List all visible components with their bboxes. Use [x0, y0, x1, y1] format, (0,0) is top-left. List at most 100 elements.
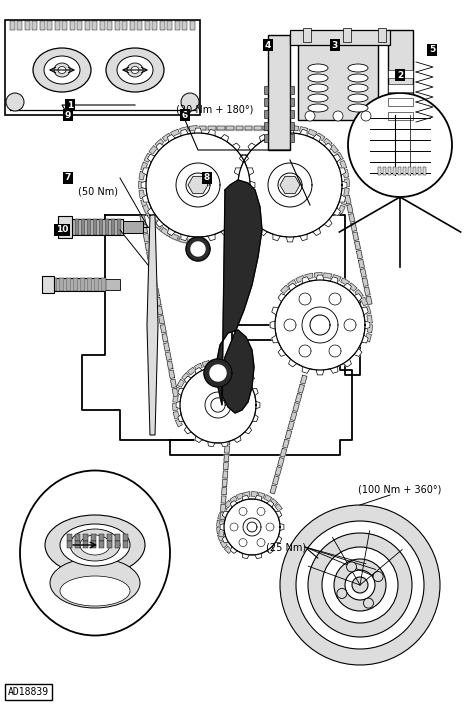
Polygon shape — [148, 261, 154, 269]
Polygon shape — [283, 178, 297, 192]
Polygon shape — [208, 125, 216, 130]
Polygon shape — [140, 215, 146, 223]
Polygon shape — [145, 243, 151, 251]
Polygon shape — [367, 325, 372, 333]
Polygon shape — [244, 492, 250, 497]
Ellipse shape — [131, 66, 139, 73]
Bar — [70, 21, 75, 30]
Polygon shape — [226, 421, 231, 428]
Polygon shape — [82, 215, 360, 455]
Polygon shape — [365, 306, 371, 314]
Bar — [298, 35, 378, 120]
Bar — [388, 98, 413, 106]
Polygon shape — [160, 324, 166, 333]
Bar — [123, 541, 128, 548]
Bar — [378, 167, 381, 175]
Polygon shape — [154, 288, 159, 297]
Polygon shape — [225, 546, 232, 553]
Polygon shape — [266, 523, 274, 531]
Bar — [388, 70, 413, 78]
Bar — [73, 278, 78, 291]
Bar — [25, 21, 30, 30]
Polygon shape — [355, 290, 363, 298]
Polygon shape — [228, 396, 233, 403]
Bar — [388, 84, 413, 92]
Bar — [160, 21, 165, 30]
Bar — [69, 219, 73, 235]
Polygon shape — [191, 178, 205, 192]
Polygon shape — [186, 173, 210, 197]
Bar — [290, 110, 294, 118]
Bar — [107, 541, 112, 548]
Polygon shape — [273, 125, 280, 130]
Polygon shape — [191, 242, 205, 256]
Bar — [290, 30, 390, 45]
Circle shape — [346, 562, 356, 572]
Polygon shape — [329, 345, 341, 357]
Circle shape — [333, 111, 343, 121]
Bar — [58, 219, 123, 235]
Bar — [99, 219, 103, 235]
Polygon shape — [189, 176, 207, 194]
Polygon shape — [278, 458, 284, 467]
Polygon shape — [366, 296, 372, 305]
Ellipse shape — [348, 84, 368, 92]
Polygon shape — [186, 237, 210, 261]
Bar — [59, 278, 64, 291]
Bar — [105, 219, 109, 235]
Text: (20 Nm + 180°): (20 Nm + 180°) — [176, 105, 254, 115]
Bar — [388, 112, 413, 120]
Polygon shape — [163, 133, 171, 141]
Ellipse shape — [50, 558, 140, 608]
Circle shape — [361, 111, 371, 121]
Polygon shape — [176, 363, 260, 447]
Ellipse shape — [308, 74, 328, 82]
Polygon shape — [257, 508, 265, 515]
Bar — [123, 534, 128, 541]
Polygon shape — [230, 496, 237, 503]
Polygon shape — [332, 274, 341, 281]
Bar — [63, 219, 67, 235]
Polygon shape — [228, 404, 232, 412]
Polygon shape — [299, 293, 311, 305]
Polygon shape — [310, 315, 330, 335]
Polygon shape — [167, 361, 173, 369]
Polygon shape — [308, 129, 317, 136]
Polygon shape — [155, 139, 164, 147]
Text: (50 Nm): (50 Nm) — [78, 187, 118, 197]
Ellipse shape — [80, 535, 110, 555]
Text: (100 Nm + 360°): (100 Nm + 360°) — [358, 485, 442, 495]
Bar — [393, 167, 396, 175]
Polygon shape — [247, 522, 257, 532]
Bar — [42, 276, 54, 293]
Polygon shape — [141, 128, 255, 242]
Polygon shape — [258, 492, 265, 498]
Polygon shape — [216, 180, 262, 413]
Bar — [40, 21, 45, 30]
Polygon shape — [146, 133, 250, 237]
Polygon shape — [348, 283, 357, 291]
Polygon shape — [239, 508, 247, 515]
Polygon shape — [340, 161, 346, 169]
Polygon shape — [263, 125, 271, 130]
Polygon shape — [226, 429, 231, 436]
Polygon shape — [293, 403, 300, 412]
Ellipse shape — [106, 48, 164, 92]
Polygon shape — [188, 176, 208, 194]
Polygon shape — [310, 315, 330, 335]
Bar — [107, 534, 112, 541]
Polygon shape — [180, 237, 188, 243]
Bar — [190, 21, 195, 30]
Polygon shape — [351, 223, 357, 231]
Bar — [264, 134, 268, 142]
Polygon shape — [338, 205, 345, 214]
Bar — [123, 221, 143, 233]
Polygon shape — [199, 125, 207, 130]
Polygon shape — [161, 228, 170, 235]
Ellipse shape — [20, 470, 170, 635]
Bar — [264, 110, 268, 118]
Text: 10: 10 — [56, 226, 68, 235]
Circle shape — [337, 589, 347, 599]
Circle shape — [296, 521, 424, 649]
Polygon shape — [171, 233, 179, 240]
